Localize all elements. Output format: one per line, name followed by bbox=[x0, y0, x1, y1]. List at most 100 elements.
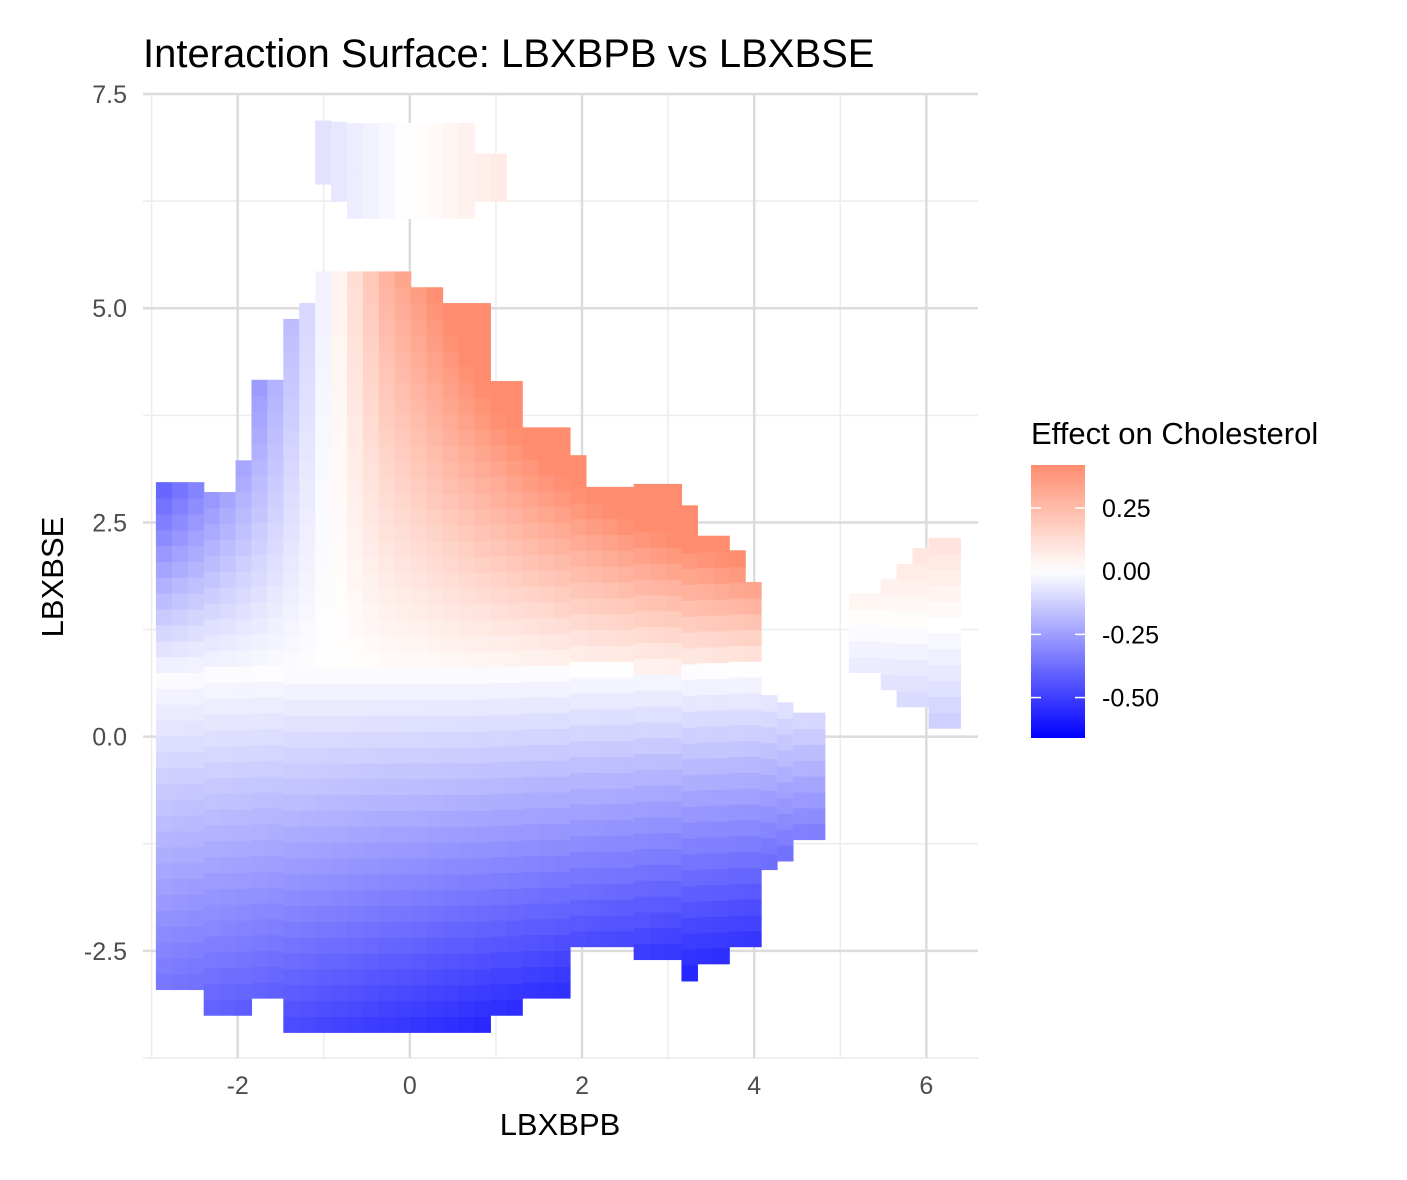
heatmap-cell bbox=[426, 572, 444, 590]
heatmap-cell bbox=[944, 648, 961, 666]
heatmap-cell bbox=[267, 966, 284, 983]
heatmap-cell bbox=[171, 862, 189, 880]
heatmap-cell bbox=[474, 921, 491, 938]
heatmap-cell bbox=[219, 555, 237, 572]
heatmap-cell bbox=[267, 712, 284, 730]
heatmap-cell bbox=[426, 123, 444, 140]
heatmap-cell bbox=[267, 855, 284, 872]
heatmap-cell bbox=[745, 835, 762, 853]
heatmap-cell bbox=[347, 556, 364, 574]
heatmap-cell bbox=[713, 852, 730, 870]
heatmap-cell bbox=[394, 350, 412, 368]
heatmap-cell bbox=[554, 950, 571, 967]
heatmap-cell bbox=[347, 572, 364, 590]
heatmap-cell bbox=[299, 556, 316, 574]
heatmap-cell bbox=[681, 806, 698, 823]
heatmap-cell bbox=[928, 680, 946, 697]
heatmap-cell bbox=[315, 414, 332, 431]
heatmap-cell bbox=[554, 680, 571, 698]
heatmap-cell bbox=[506, 872, 523, 889]
heatmap-cell bbox=[315, 445, 332, 463]
heatmap-cell bbox=[299, 445, 316, 463]
heatmap-cell bbox=[538, 887, 555, 904]
heatmap-cell bbox=[251, 411, 268, 428]
heatmap-cell bbox=[601, 772, 619, 789]
heatmap-cell bbox=[299, 398, 316, 415]
heatmap-cell bbox=[378, 604, 396, 621]
heatmap-cell bbox=[171, 561, 189, 578]
heatmap-cell bbox=[410, 398, 428, 415]
heatmap-cell bbox=[203, 618, 221, 636]
heatmap-cell bbox=[267, 617, 284, 635]
heatmap-cell bbox=[331, 540, 348, 558]
heatmap-cell bbox=[601, 756, 619, 773]
heatmap-cell bbox=[538, 427, 555, 444]
heatmap-cell bbox=[442, 984, 460, 1002]
heatmap-cell bbox=[474, 826, 491, 843]
heatmap-cell bbox=[235, 809, 253, 826]
heatmap-cell bbox=[522, 982, 539, 999]
heatmap-cell bbox=[490, 967, 507, 985]
heatmap-cell bbox=[267, 411, 284, 428]
heatmap-cell bbox=[585, 534, 603, 551]
heatmap-cell bbox=[251, 680, 268, 698]
heatmap-cell bbox=[426, 509, 444, 526]
heatmap-cell bbox=[155, 704, 173, 721]
heatmap-cell bbox=[378, 620, 396, 637]
heatmap-cell bbox=[378, 968, 396, 986]
heatmap-cell bbox=[283, 556, 300, 574]
heatmap-cell bbox=[171, 830, 189, 848]
heatmap-cell bbox=[378, 1016, 396, 1033]
heatmap-cell bbox=[299, 1000, 316, 1018]
heatmap-cell bbox=[331, 525, 348, 542]
heatmap-cell bbox=[203, 523, 221, 541]
heatmap-cell bbox=[713, 583, 730, 600]
heatmap-cell bbox=[538, 839, 555, 856]
heatmap-cell bbox=[474, 525, 491, 542]
heatmap-cell bbox=[601, 661, 619, 678]
heatmap-cell bbox=[251, 855, 268, 872]
heatmap-cell bbox=[697, 725, 714, 743]
heatmap-cell bbox=[315, 762, 332, 780]
heatmap-cell bbox=[506, 602, 523, 620]
heatmap-cell bbox=[458, 477, 476, 494]
heatmap-cell bbox=[458, 572, 476, 590]
heatmap-cell bbox=[554, 776, 571, 793]
heatmap-cell bbox=[394, 123, 412, 140]
heatmap-cell bbox=[426, 731, 444, 748]
heatmap-cell bbox=[792, 760, 810, 777]
heatmap-cell bbox=[410, 382, 428, 399]
heatmap-cell bbox=[410, 186, 428, 203]
heatmap-cell bbox=[331, 905, 348, 922]
heatmap-cell bbox=[362, 683, 380, 700]
heatmap-cell bbox=[219, 618, 237, 636]
heatmap-cell bbox=[729, 677, 746, 694]
heatmap-cell bbox=[235, 840, 253, 858]
heatmap-cell bbox=[299, 937, 316, 954]
heatmap-cell bbox=[649, 911, 667, 929]
heatmap-cell bbox=[442, 968, 460, 986]
heatmap-cell bbox=[665, 832, 683, 850]
heatmap-cell bbox=[315, 540, 332, 558]
heatmap-cell bbox=[362, 604, 380, 621]
x-tick-label: 4 bbox=[747, 1072, 761, 1100]
heatmap-cell bbox=[362, 350, 380, 368]
heatmap-cell bbox=[928, 696, 946, 713]
heatmap-cell bbox=[219, 777, 237, 794]
heatmap-cell bbox=[251, 474, 268, 492]
heatmap-cell bbox=[474, 350, 491, 368]
heatmap-cell bbox=[347, 889, 364, 907]
heatmap-cell bbox=[538, 459, 555, 476]
heatmap-cell bbox=[394, 842, 412, 859]
heatmap-cell bbox=[347, 604, 364, 621]
heatmap-cell bbox=[235, 951, 253, 969]
heatmap-cell bbox=[522, 680, 539, 698]
heatmap-cell bbox=[745, 803, 762, 821]
heatmap-cell bbox=[410, 873, 428, 891]
heatmap-cell bbox=[681, 869, 698, 887]
heatmap-cell bbox=[267, 459, 284, 476]
heatmap-cell bbox=[569, 645, 587, 662]
heatmap-cell bbox=[554, 918, 571, 936]
heatmap-cell bbox=[585, 629, 603, 647]
